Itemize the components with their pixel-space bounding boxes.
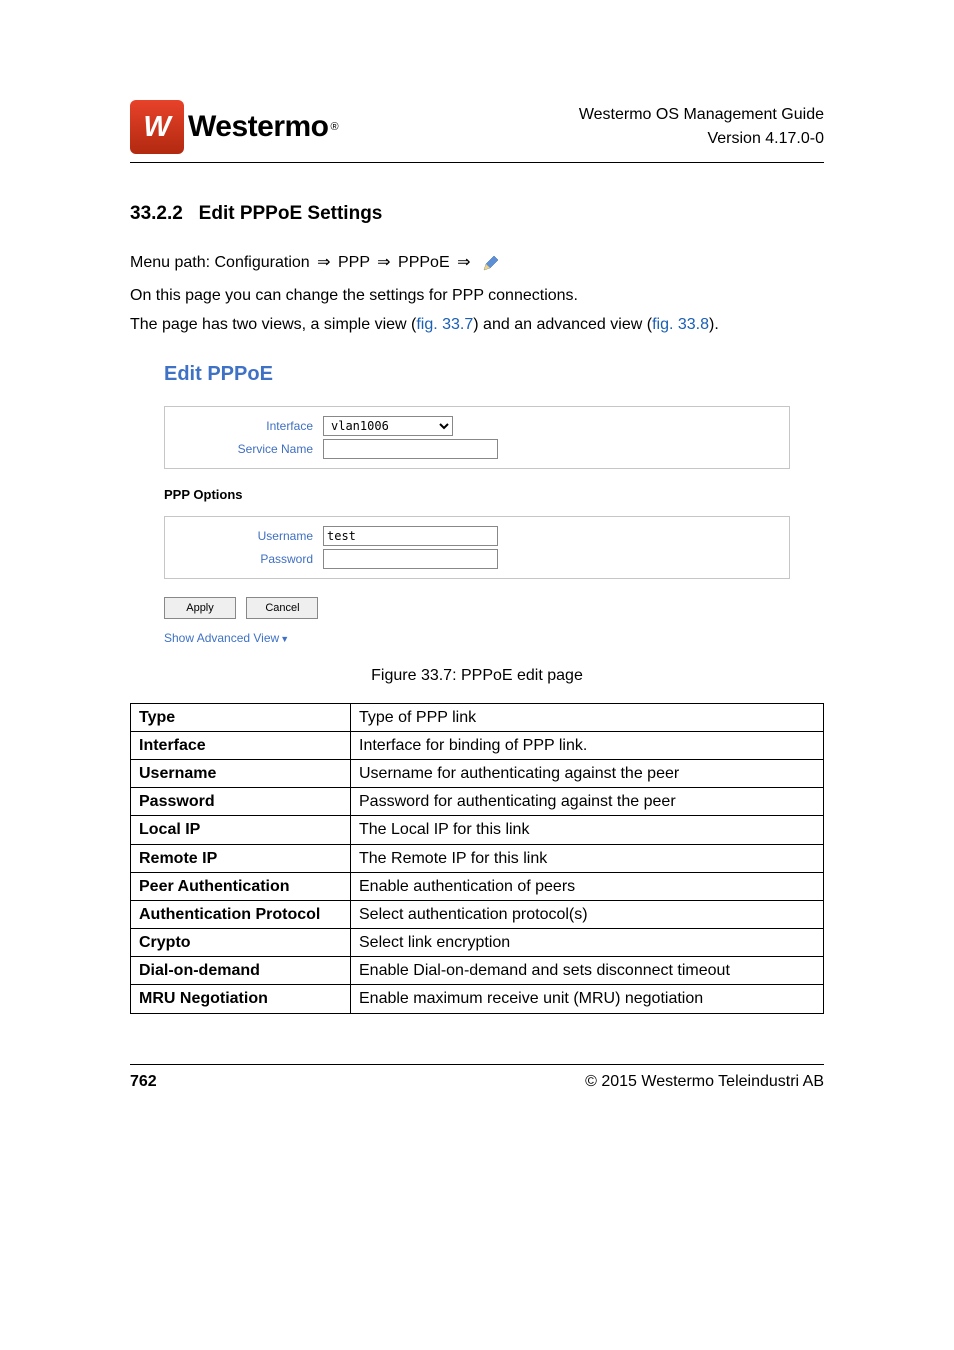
section-title: Edit PPPoE Settings [199, 203, 383, 224]
menu-path-line: Menu path: Configuration ⇒ PPP ⇒ PPPoE ⇒ [130, 249, 824, 276]
page-header: W Westermo ® Westermo OS Management Guid… [130, 100, 824, 163]
menu-path-prefix: Menu path: Configuration [130, 254, 310, 271]
table-key: Local IP [131, 816, 351, 844]
arrow-icon: ⇒ [457, 254, 470, 271]
show-advanced-view-link[interactable]: Show Advanced View▼ [164, 631, 790, 645]
line3b: ) and an advanced view ( [473, 316, 652, 333]
figure-caption: Figure 33.7: PPPoE edit page [130, 667, 824, 685]
service-name-input[interactable] [323, 439, 498, 459]
edit-pencil-icon [482, 254, 500, 272]
username-row: Username [173, 526, 781, 546]
document-title: Westermo OS Management Guide Version 4.1… [579, 103, 824, 151]
service-name-row: Service Name [173, 439, 781, 459]
table-key: Interface [131, 731, 351, 759]
table-key: MRU Negotiation [131, 985, 351, 1013]
table-key: Remote IP [131, 844, 351, 872]
section-number: 33.2.2 [130, 203, 183, 224]
doc-title-line2: Version 4.17.0-0 [579, 127, 824, 151]
table-key: Peer Authentication [131, 872, 351, 900]
table-value: Username for authenticating against the … [351, 759, 824, 787]
interface-label: Interface [173, 419, 323, 433]
table-key: Type [131, 703, 351, 731]
interface-select[interactable]: vlan1006 [323, 416, 453, 436]
table-row: Remote IPThe Remote IP for this link [131, 844, 824, 872]
table-value: Interface for binding of PPP link. [351, 731, 824, 759]
cancel-button[interactable]: Cancel [246, 597, 318, 619]
edit-pppoe-title: Edit PPPoE [164, 363, 790, 386]
table-value: Password for authenticating against the … [351, 788, 824, 816]
password-label: Password [173, 552, 323, 566]
chevron-down-icon: ▼ [280, 634, 289, 644]
page-number: 762 [130, 1073, 157, 1091]
username-input[interactable] [323, 526, 498, 546]
apply-button[interactable]: Apply [164, 597, 236, 619]
table-row: TypeType of PPP link [131, 703, 824, 731]
password-input[interactable] [323, 549, 498, 569]
arrow-icon: ⇒ [377, 254, 390, 271]
description-table: TypeType of PPP linkInterfaceInterface f… [130, 703, 824, 1014]
table-row: PasswordPassword for authenticating agai… [131, 788, 824, 816]
table-row: CryptoSelect link encryption [131, 929, 824, 957]
advanced-view-label: Show Advanced View [164, 631, 279, 645]
table-key: Dial-on-demand [131, 957, 351, 985]
button-row: Apply Cancel [164, 597, 790, 619]
table-value: Select link encryption [351, 929, 824, 957]
table-value: Select authentication protocol(s) [351, 900, 824, 928]
interface-block: Interface vlan1006 Service Name [164, 406, 790, 469]
menu-ppp: PPP [338, 254, 370, 271]
logo-text: Westermo [188, 110, 329, 144]
username-label: Username [173, 529, 323, 543]
table-value: Enable maximum receive unit (MRU) negoti… [351, 985, 824, 1013]
arrow-icon: ⇒ [317, 254, 330, 271]
line3a: The page has two views, a simple view ( [130, 316, 416, 333]
table-value: Enable authentication of peers [351, 872, 824, 900]
logo: W Westermo ® [130, 100, 339, 154]
table-value: The Local IP for this link [351, 816, 824, 844]
ppp-options-heading: PPP Options [164, 487, 790, 502]
table-key: Authentication Protocol [131, 900, 351, 928]
copyright: © 2015 Westermo Teleindustri AB [585, 1073, 824, 1091]
line3c: ). [709, 316, 719, 333]
page-footer: 762 © 2015 Westermo Teleindustri AB [130, 1064, 824, 1091]
fig-337-link[interactable]: fig. 33.7 [416, 316, 473, 333]
table-row: Local IPThe Local IP for this link [131, 816, 824, 844]
table-value: Enable Dial-on-demand and sets disconnec… [351, 957, 824, 985]
table-row: MRU NegotiationEnable maximum receive un… [131, 985, 824, 1013]
ppp-options-block: Username Password [164, 516, 790, 579]
table-row: Peer AuthenticationEnable authentication… [131, 872, 824, 900]
doc-title-line1: Westermo OS Management Guide [579, 103, 824, 127]
interface-row: Interface vlan1006 [173, 416, 781, 436]
table-key: Password [131, 788, 351, 816]
logo-badge-icon: W [130, 100, 184, 154]
table-value: Type of PPP link [351, 703, 824, 731]
intro-line-3: The page has two views, a simple view (f… [130, 311, 824, 338]
service-name-label: Service Name [173, 442, 323, 456]
table-row: Authentication ProtocolSelect authentica… [131, 900, 824, 928]
table-row: UsernameUsername for authenticating agai… [131, 759, 824, 787]
intro-line-2: On this page you can change the settings… [130, 282, 824, 309]
password-row: Password [173, 549, 781, 569]
table-row: Dial-on-demandEnable Dial-on-demand and … [131, 957, 824, 985]
table-key: Username [131, 759, 351, 787]
fig-338-link[interactable]: fig. 33.8 [652, 316, 709, 333]
pppoe-screenshot: Edit PPPoE Interface vlan1006 Service Na… [130, 341, 824, 645]
table-key: Crypto [131, 929, 351, 957]
menu-pppoe: PPPoE [398, 254, 450, 271]
table-row: InterfaceInterface for binding of PPP li… [131, 731, 824, 759]
table-value: The Remote IP for this link [351, 844, 824, 872]
section-heading: 33.2.2 Edit PPPoE Settings [130, 203, 824, 225]
registered-mark: ® [331, 121, 339, 133]
